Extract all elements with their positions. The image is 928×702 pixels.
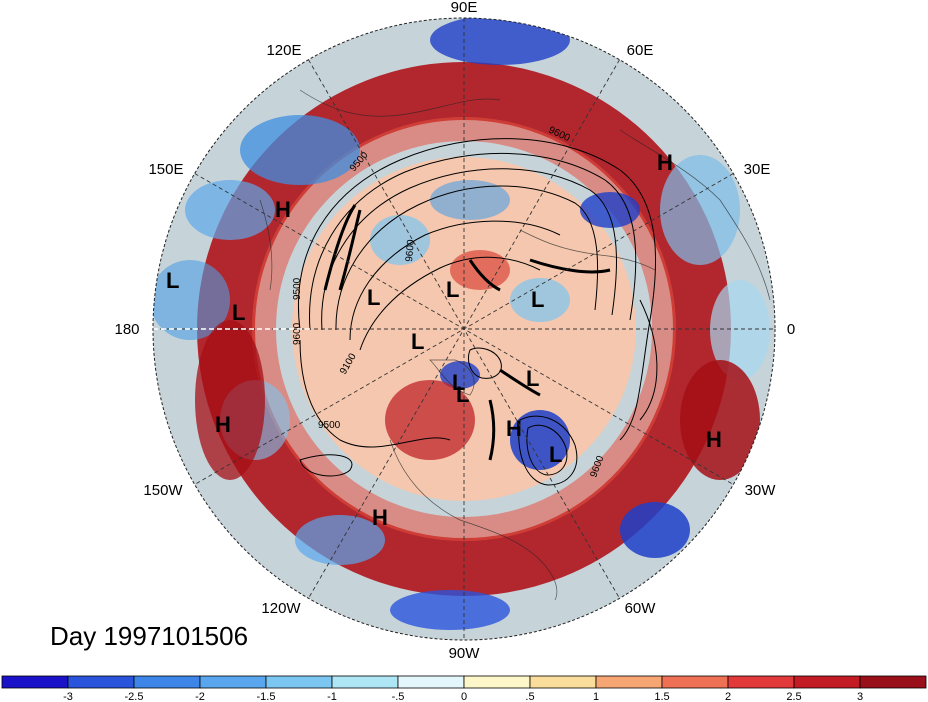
map-boundary <box>152 17 776 641</box>
contour-label: 9600 <box>292 322 303 345</box>
longitude-label-30w: 30W <box>745 482 777 499</box>
colorbar-swatch <box>133 675 201 689</box>
colorbar-tick-label: 3 <box>857 691 863 702</box>
pressure-high-marker: H <box>506 416 522 441</box>
thick-contours <box>323 204 611 461</box>
colorbar-swatch <box>67 675 135 689</box>
colorbar-swatch <box>529 675 597 689</box>
colorbar-swatch <box>727 675 795 689</box>
colorbar-tick-label: 0 <box>461 691 467 702</box>
colorbar-tick-label: -1.5 <box>257 691 276 702</box>
pressure-low-marker: L <box>446 277 459 302</box>
colorbar-tick-label: 2 <box>725 691 731 702</box>
longitude-label-150w: 150W <box>143 482 183 499</box>
contour-label: 9600 <box>404 239 417 263</box>
contour-label: 9500 <box>318 420 341 431</box>
longitude-label-0: 0 <box>787 321 795 338</box>
pressure-low-marker: L <box>549 442 562 467</box>
longitude-label-90e: 90E <box>451 0 478 16</box>
colorbar-swatch <box>1 675 69 689</box>
longitude-label-30e: 30E <box>744 161 771 178</box>
pressure-low-marker: L <box>411 329 424 354</box>
colorbar-tick-label: -3 <box>63 691 73 702</box>
colorbar-swatch <box>397 675 465 689</box>
pressure-high-marker: H <box>657 150 673 175</box>
longitude-label-60e: 60E <box>627 42 654 59</box>
colorbar-tick-label: -2.5 <box>125 691 144 702</box>
colorbar-ticks: -3 -2.5 -2 -1.5 -1 -.5 0 .5 1 1.5 2 2.5 3 <box>63 691 863 702</box>
contour-label: 9500 <box>292 277 303 300</box>
height-contours <box>298 138 658 486</box>
pressure-high-marker: H <box>372 505 388 530</box>
longitude-label-120e: 120E <box>266 42 301 59</box>
colorbar-swatch <box>793 675 861 689</box>
colorbar-swatch <box>265 675 333 689</box>
colorbar <box>1 675 927 689</box>
longitude-label-150e: 150E <box>148 161 183 178</box>
map-title: Day 1997101506 <box>50 621 248 651</box>
colorbar-tick-label: -1 <box>327 691 337 702</box>
pressure-low-marker: L <box>232 300 245 325</box>
colorbar-swatch <box>463 675 531 689</box>
colorbar-swatch <box>331 675 399 689</box>
colorbar-swatch <box>859 675 927 689</box>
pressure-low-marker: L <box>166 268 179 293</box>
pressure-low-marker: L <box>452 370 465 395</box>
colorbar-swatch <box>595 675 663 689</box>
pressure-high-marker: H <box>215 412 231 437</box>
colorbar-tick-label: 1.5 <box>654 691 669 702</box>
longitude-label-120w: 120W <box>261 600 301 617</box>
pressure-high-marker: H <box>706 427 722 452</box>
longitude-label-90w: 90W <box>449 645 481 662</box>
graticule <box>153 18 775 640</box>
pressure-high-marker: H <box>275 197 291 222</box>
pressure-low-marker: L <box>531 287 544 312</box>
longitude-label-60w: 60W <box>625 600 657 617</box>
colorbar-tick-label: -2 <box>195 691 205 702</box>
colorbar-tick-label: .5 <box>525 691 534 702</box>
longitude-label-180: 180 <box>114 321 139 338</box>
colorbar-tick-label: 1 <box>593 691 599 702</box>
pressure-low-marker: L <box>526 366 539 391</box>
colorbar-tick-label: 2.5 <box>786 691 801 702</box>
pressure-low-marker: L <box>367 285 380 310</box>
pressure-low-marker: L <box>456 382 469 407</box>
colorbar-swatch <box>661 675 729 689</box>
colorbar-swatch <box>199 675 267 689</box>
colorbar-tick-label: -.5 <box>392 691 405 702</box>
